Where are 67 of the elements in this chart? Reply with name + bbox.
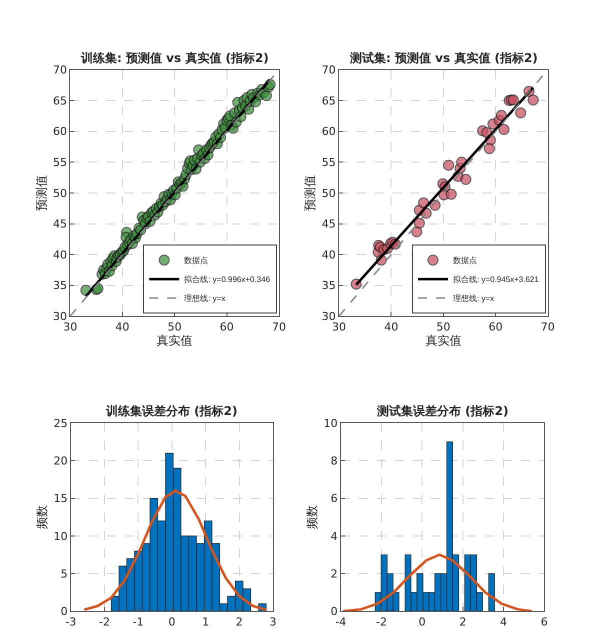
x-tick-label: 50 — [436, 320, 450, 334]
x-tick-label: 0 — [168, 615, 176, 628]
y-axis-title: 频数 — [34, 505, 49, 530]
chart-title: 训练集: 预测值 vs 真实值 (指标2) — [80, 51, 269, 65]
y-tick-label: 40 — [322, 248, 336, 262]
y-tick-label: 55 — [53, 156, 67, 170]
y-tick-label: 35 — [53, 279, 67, 292]
x-tick-label: 40 — [115, 320, 130, 334]
y-tick-label: 50 — [53, 186, 67, 200]
y-tick-label: 30 — [53, 310, 67, 324]
y-tick-label: 2 — [330, 567, 338, 580]
y-tick-label: 10 — [324, 416, 338, 430]
chart-title: 测试集: 预测值 vs 真实值 (指标2) — [349, 51, 538, 65]
y-tick-label: 50 — [322, 186, 336, 200]
legend-label: 理想线: y=x — [184, 294, 226, 304]
y-tick-label: 6 — [330, 492, 338, 506]
y-tick-label: 5 — [60, 567, 68, 580]
x-tick-label: 6 — [540, 615, 548, 628]
legend-label: 理想线: y=x — [453, 294, 494, 304]
legend-label: 数据点 — [184, 256, 208, 266]
x-tick-label: -2 — [376, 615, 387, 628]
x-tick-label: 70 — [540, 320, 555, 334]
y-tick-label: 65 — [53, 94, 67, 108]
y-tick-label: 8 — [330, 454, 338, 468]
y-tick-label: 0 — [330, 605, 338, 618]
x-tick-label: 50 — [168, 320, 182, 334]
y-tick-label: 20 — [54, 454, 68, 468]
y-tick-label: 55 — [322, 156, 336, 170]
y-axis-title: 预测值 — [303, 174, 318, 211]
x-tick-label: -1 — [132, 615, 144, 628]
y-tick-label: 40 — [53, 248, 67, 262]
x-tick-label: 1 — [202, 615, 210, 628]
y-tick-label: 70 — [53, 64, 67, 77]
chart-title: 测试集误差分布 (指标2) — [376, 404, 508, 418]
x-tick-label: 60 — [488, 320, 503, 334]
legend-label: 数据点 — [453, 256, 477, 266]
x-tick-label: 0 — [418, 615, 426, 628]
y-tick-label: 25 — [54, 416, 68, 430]
x-tick-label: 70 — [272, 320, 286, 334]
x-tick-label: -3 — [65, 615, 76, 628]
x-axis-title: 真实值 — [156, 333, 193, 348]
legend-label: 拟合线: y=0.945x+3.621 — [453, 275, 540, 284]
x-axis-title: 真实值 — [425, 333, 462, 348]
x-tick-label: 60 — [220, 320, 234, 334]
x-tick-label: 2 — [459, 615, 466, 628]
x-tick-label: 3 — [270, 615, 276, 628]
y-tick-label: 10 — [54, 530, 68, 543]
x-tick-label: 2 — [236, 615, 243, 628]
y-tick-label: 70 — [322, 64, 336, 77]
y-axis-title: 预测值 — [34, 174, 48, 211]
y-tick-label: 15 — [54, 492, 68, 506]
x-tick-label: 40 — [384, 320, 398, 334]
y-tick-label: 35 — [322, 279, 336, 292]
y-tick-label: 30 — [322, 310, 336, 324]
y-tick-label: 4 — [330, 530, 338, 543]
x-tick-label: -4 — [335, 615, 346, 628]
legend-label: 拟合线: y=0.996x+0.346 — [184, 275, 271, 284]
y-tick-label: 0 — [60, 605, 68, 618]
y-tick-label: 45 — [53, 218, 67, 231]
x-tick-label: 4 — [500, 615, 508, 628]
y-tick-label: 65 — [322, 94, 336, 108]
chart-title: 训练集误差分布 (指标2) — [105, 404, 238, 418]
y-tick-label: 60 — [53, 125, 67, 138]
y-axis-title: 频数 — [304, 505, 319, 530]
x-tick-label: -2 — [99, 615, 110, 628]
y-tick-label: 60 — [322, 125, 336, 138]
y-tick-label: 45 — [322, 218, 336, 231]
